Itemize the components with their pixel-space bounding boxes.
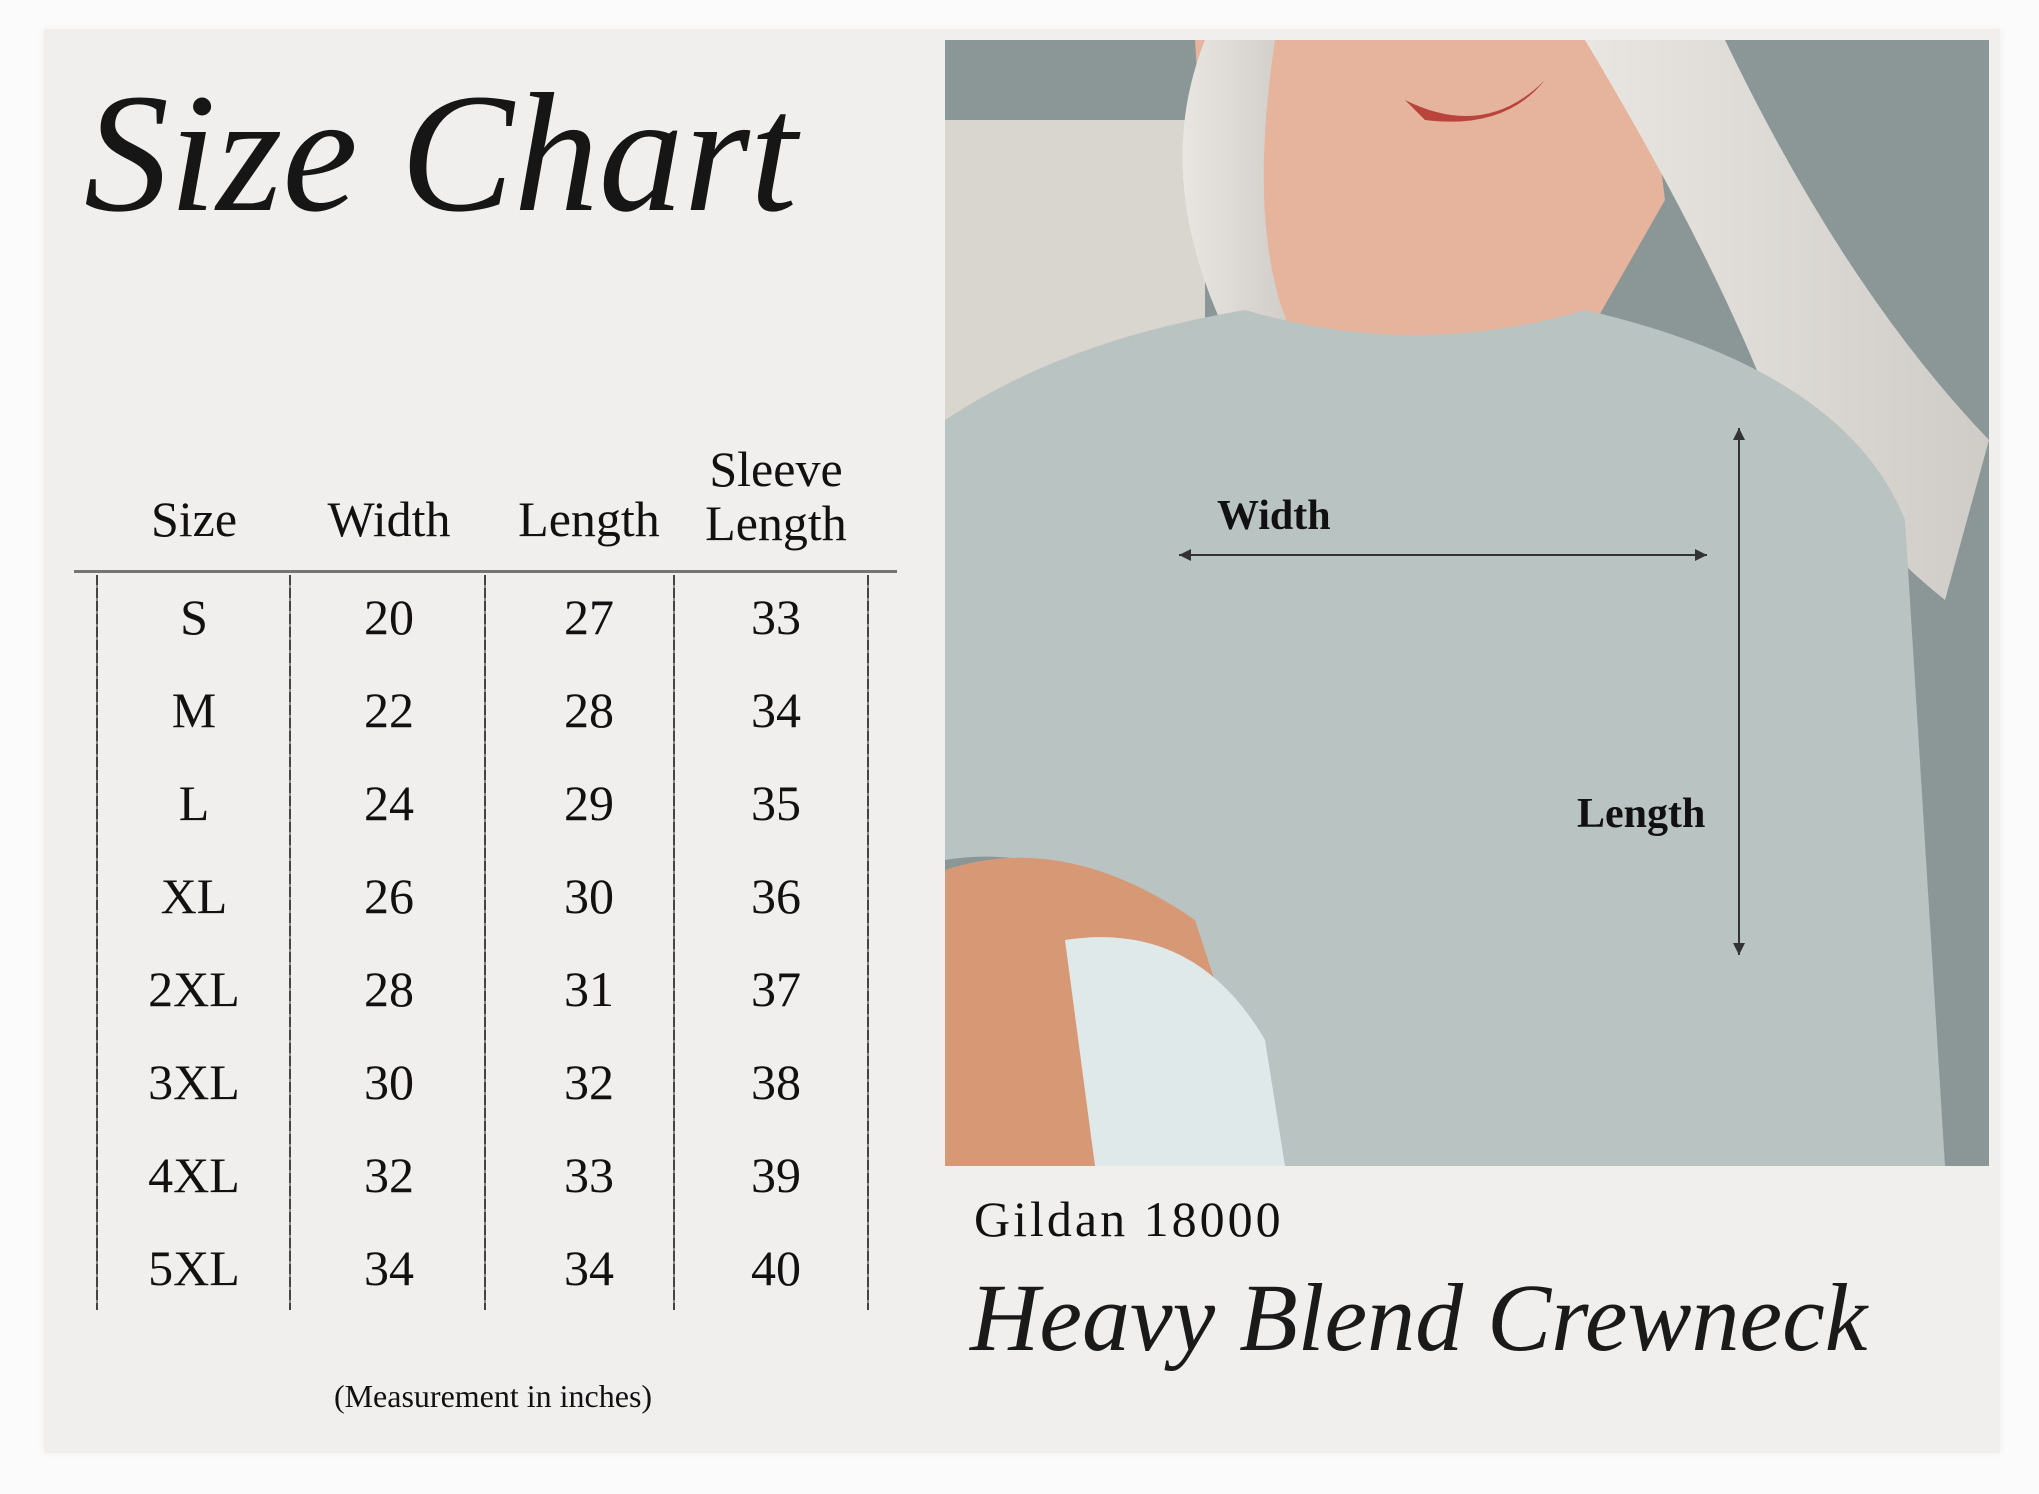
length-label: Length — [1577, 791, 1706, 837]
title: Size Chart — [84, 59, 798, 247]
hair — [1585, 40, 1989, 600]
header-sleeve-length: Length — [705, 495, 847, 551]
cell-sleeve-length: 34 — [751, 682, 801, 738]
cell-length: 34 — [564, 1240, 614, 1296]
cell-sleeve-length: 39 — [751, 1147, 801, 1203]
header-divider — [74, 570, 897, 573]
cell-size: XL — [160, 868, 228, 924]
cell-length: 28 — [564, 682, 614, 738]
face — [1195, 40, 1665, 340]
cell-size: 2XL — [148, 961, 240, 1017]
column-divider — [484, 575, 486, 1310]
arrowhead — [1695, 549, 1707, 561]
cell-size: S — [180, 589, 208, 645]
cell-sleeve-length: 37 — [751, 961, 801, 1017]
sweatshirt-illustration — [945, 40, 1989, 1166]
cell-width: 32 — [364, 1147, 414, 1203]
arrowhead — [1733, 428, 1745, 440]
cell-length: 32 — [564, 1054, 614, 1110]
width-label: Width — [1217, 493, 1331, 539]
cell-sleeve-length: 40 — [751, 1240, 801, 1296]
arrowhead — [1179, 549, 1191, 561]
cell-width: 22 — [364, 682, 414, 738]
arrowhead — [1733, 943, 1745, 955]
cell-size: 3XL — [148, 1054, 240, 1110]
header-length: Length — [518, 491, 660, 547]
cell-length: 27 — [564, 589, 614, 645]
column-divider — [289, 575, 291, 1310]
cell-size: 5XL — [148, 1240, 240, 1296]
cell-sleeve-length: 38 — [751, 1054, 801, 1110]
cell-size: M — [171, 682, 217, 738]
cell-width: 20 — [364, 589, 414, 645]
cell-sleeve-length: 36 — [751, 868, 801, 924]
column-divider — [867, 575, 869, 1310]
cell-length: 33 — [564, 1147, 614, 1203]
cell-width: 28 — [364, 961, 414, 1017]
product-name: Heavy Blend Crewneck — [970, 1264, 1868, 1371]
header-sleeve: Sleeve — [709, 441, 843, 497]
cell-width: 34 — [364, 1240, 414, 1296]
jeans — [1065, 937, 1285, 1166]
product-model: Gildan 18000 — [974, 1191, 1284, 1247]
column-divider — [673, 575, 675, 1310]
cell-width: 30 — [364, 1054, 414, 1110]
cell-width: 26 — [364, 868, 414, 924]
cell-size: 4XL — [148, 1147, 240, 1203]
product-photo: Width Length — [945, 40, 1989, 1166]
column-divider — [96, 575, 98, 1310]
measurement-note: (Measurement in inches) — [333, 1378, 653, 1414]
cell-sleeve-length: 35 — [751, 775, 801, 831]
cell-size: L — [178, 775, 210, 831]
cell-sleeve-length: 33 — [751, 589, 801, 645]
cell-width: 24 — [364, 775, 414, 831]
sweatshirt — [945, 310, 1945, 1166]
hair — [1182, 40, 1295, 370]
header-size: Size — [150, 491, 238, 547]
cell-length: 31 — [564, 961, 614, 1017]
cell-length: 30 — [564, 868, 614, 924]
header-width: Width — [327, 491, 451, 547]
cell-length: 29 — [564, 775, 614, 831]
